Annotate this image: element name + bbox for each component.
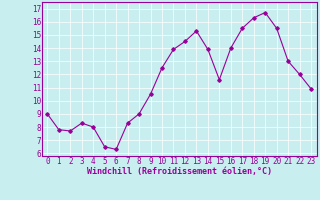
X-axis label: Windchill (Refroidissement éolien,°C): Windchill (Refroidissement éolien,°C)	[87, 167, 272, 176]
